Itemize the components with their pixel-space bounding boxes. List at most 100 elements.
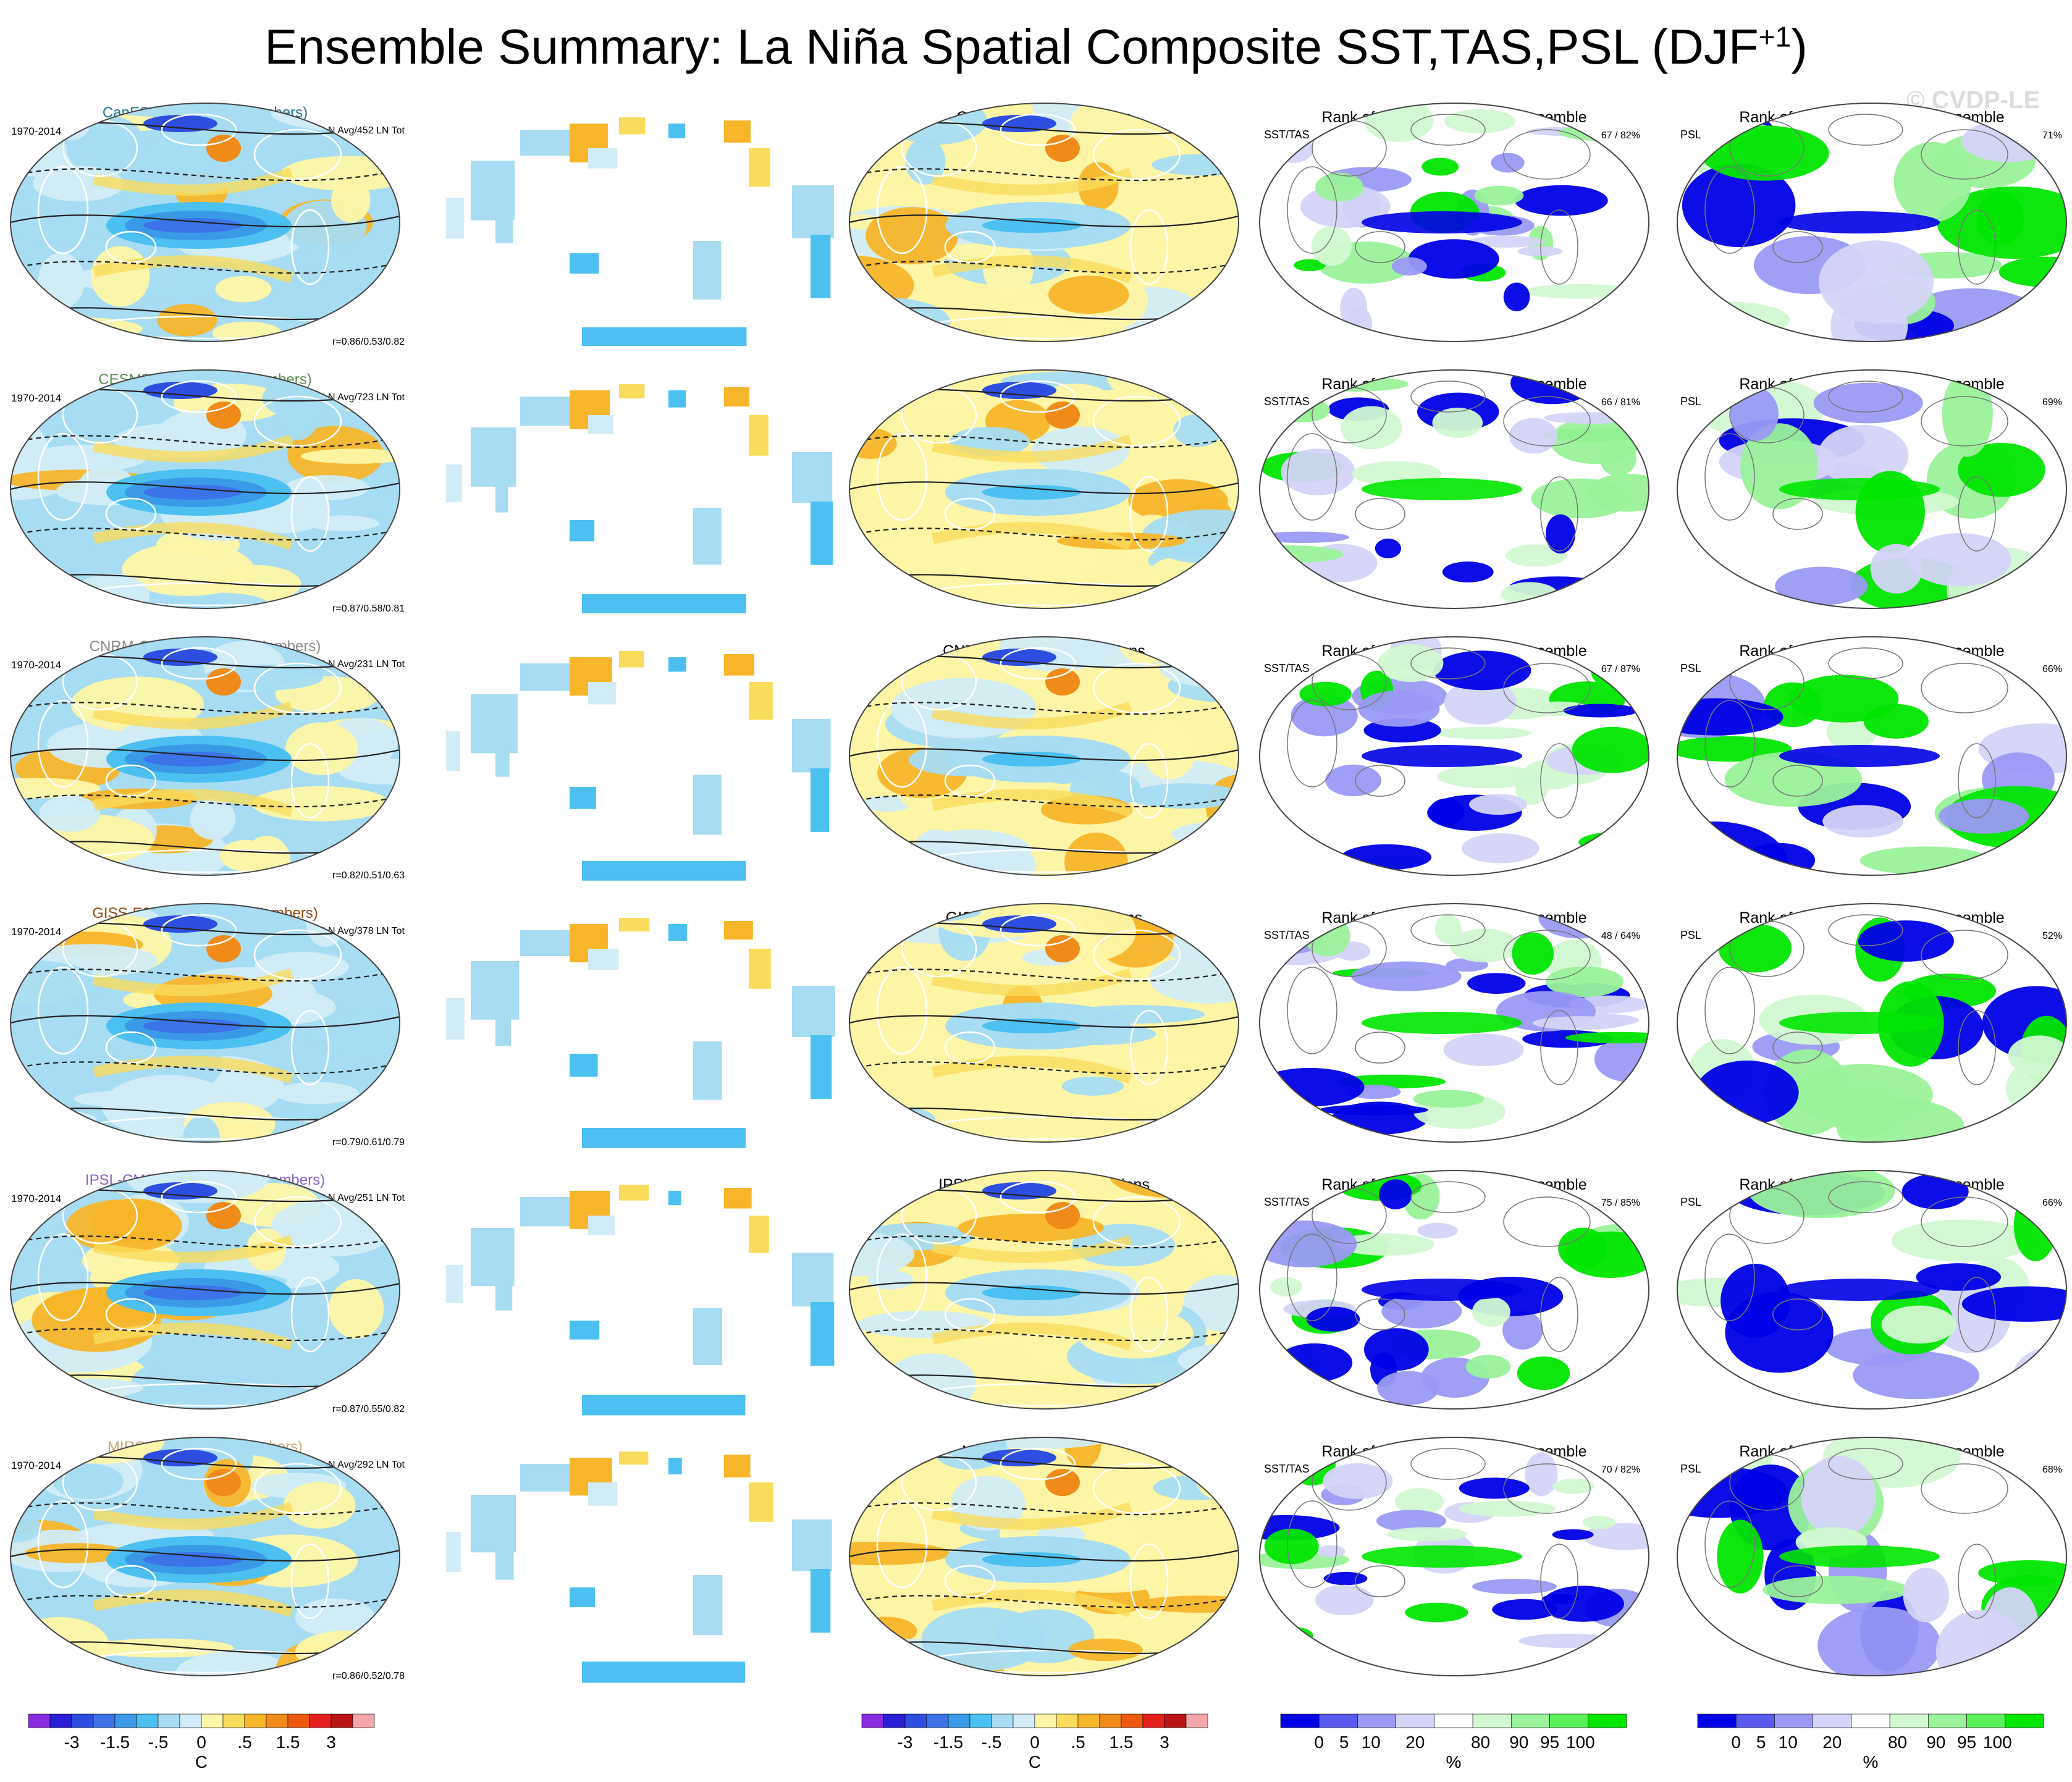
colorbar-swatch <box>1511 1713 1550 1728</box>
rank-psl-value: 66% <box>2042 664 2062 675</box>
map-border <box>1677 636 2067 876</box>
colorbar-swatch <box>93 1713 116 1728</box>
ln-stats: 6 LN Avg/292 LN Tot <box>314 1460 405 1470</box>
colorbar-swatch <box>1318 1713 1358 1728</box>
map-border <box>1677 1437 2067 1676</box>
colorbar-tick: 5 <box>1756 1733 1766 1752</box>
model-composite-map <box>11 103 400 342</box>
map-border <box>10 1170 400 1410</box>
colorbar-swatch <box>1889 1713 1929 1728</box>
rank-psl-value: 66% <box>2042 1198 2062 1208</box>
colorbar-swatch <box>179 1713 202 1728</box>
ln-stats: 7 LN Avg/723 LN Tot <box>314 392 405 403</box>
map-border <box>1259 636 1649 876</box>
sst-tas-label: SST/TAS <box>1264 929 1310 941</box>
colorbar-swatch <box>49 1713 72 1728</box>
ln-stats: 7 LN Avg/452 LN Tot <box>314 125 405 136</box>
map-border <box>1677 103 2067 342</box>
difference-map <box>849 904 1239 1142</box>
temp-colorbar-right: -3 -1.5 -.5 0 .5 1.5 3 C <box>861 1713 1208 1771</box>
correlation-label: r=0.82/0.51/0.63 <box>332 870 405 881</box>
colorbar-tick: 80 <box>1888 1733 1907 1752</box>
colorbar-tick: 20 <box>1405 1733 1425 1752</box>
map-border <box>1677 1170 2067 1410</box>
correlation-label: r=0.86/0.53/0.82 <box>332 337 405 347</box>
period-label: 1970-2014 <box>11 1460 61 1471</box>
colorbar-tick: 10 <box>1362 1733 1381 1752</box>
land-temperature-map <box>446 384 833 613</box>
model-composite-map <box>11 1170 400 1409</box>
rank-psl-value: 69% <box>2042 397 2062 408</box>
colorbar-swatch <box>969 1713 992 1728</box>
psl-label: PSL <box>1680 1196 1701 1208</box>
rank-psl-value: 68% <box>2042 1465 2062 1475</box>
colorbar-tick: -.5 <box>148 1733 169 1752</box>
rank-sst-tas-value: 67 / 82% <box>1601 130 1640 141</box>
colorbar-swatch <box>331 1713 353 1728</box>
colorbar-swatch <box>201 1713 224 1728</box>
map-border <box>1259 103 1649 342</box>
colorbar-swatch <box>222 1713 245 1728</box>
colorbar-swatch <box>1735 1713 1775 1728</box>
colorbar-swatch <box>1056 1713 1079 1728</box>
colorbar-tick: -3 <box>64 1733 80 1752</box>
period-label: 1970-2014 <box>11 1193 61 1204</box>
map-border <box>1677 369 2067 609</box>
rank-sst-tas-value: 70 / 82% <box>1601 1465 1640 1475</box>
psl-label: PSL <box>1680 662 1701 675</box>
colorbar-swatch <box>1851 1713 1890 1728</box>
map-border <box>10 903 400 1143</box>
colorbar-tick: 0 <box>1314 1733 1324 1752</box>
colorbar-tick: 95 <box>1957 1733 1976 1752</box>
rank-psl-map <box>1677 1170 2066 1409</box>
colorbar-swatch <box>1813 1713 1852 1728</box>
colorbar-tick: -3 <box>898 1733 913 1752</box>
map-border <box>1259 903 1649 1143</box>
map-border <box>849 103 1239 342</box>
colorbar-unit: C <box>1029 1752 1041 1771</box>
map-border <box>1259 369 1649 609</box>
map-border <box>1259 1170 1649 1410</box>
period-label: 1970-2014 <box>11 125 61 137</box>
colorbar-swatch <box>883 1713 906 1728</box>
psl-label: PSL <box>1680 1463 1701 1475</box>
correlation-label: r=0.79/0.61/0.79 <box>332 1137 405 1148</box>
rank-psl-map <box>1677 1437 2066 1676</box>
psl-label: PSL <box>1680 128 1701 141</box>
colorbar-swatch <box>1588 1713 1627 1728</box>
colorbar-tick: 0 <box>196 1733 206 1752</box>
colorbar-swatch <box>114 1713 137 1728</box>
colorbar-swatch <box>1396 1713 1435 1728</box>
colorbar-swatch <box>1280 1713 1320 1728</box>
land-temperature-map <box>446 1452 832 1683</box>
colorbar-swatch <box>926 1713 949 1728</box>
colorbar-swatch <box>904 1713 927 1728</box>
colorbar-swatch <box>1099 1713 1122 1728</box>
ln-stats: 8 LN Avg/231 LN Tot <box>314 659 405 670</box>
sst-tas-label: SST/TAS <box>1264 1463 1310 1475</box>
colorbar-swatch <box>861 1713 884 1728</box>
colorbar-tick: .5 <box>237 1733 251 1752</box>
map-border <box>1259 1437 1649 1676</box>
temp-colorbar-left: -3 -1.5 -.5 0 .5 1.5 3 C <box>28 1713 375 1771</box>
colorbar-swatch <box>1434 1713 1473 1728</box>
ln-stats: 8 LN Avg/251 LN Tot <box>314 1193 405 1203</box>
colorbar-tick: 100 <box>1566 1733 1595 1752</box>
sst-tas-label: SST/TAS <box>1264 662 1310 675</box>
colorbar-tick: 20 <box>1822 1733 1842 1752</box>
rank-sst-tas-map <box>1260 637 1649 875</box>
psl-label: PSL <box>1680 395 1701 408</box>
colorbar-swatch <box>28 1713 51 1728</box>
rank-psl-map <box>1677 904 2066 1142</box>
sst-tas-label: SST/TAS <box>1264 128 1310 141</box>
colorbar-tick: 3 <box>1160 1733 1169 1752</box>
map-border <box>849 1170 1239 1410</box>
colorbar-tick: 5 <box>1339 1733 1349 1752</box>
difference-map <box>849 637 1239 875</box>
psl-label: PSL <box>1680 929 1701 941</box>
colorbar-swatch <box>309 1713 332 1728</box>
colorbar-tick: 1.5 <box>276 1733 300 1752</box>
map-border <box>849 1437 1239 1676</box>
rank-sst-tas-value: 48 / 64% <box>1601 931 1640 941</box>
map-border <box>10 636 400 876</box>
